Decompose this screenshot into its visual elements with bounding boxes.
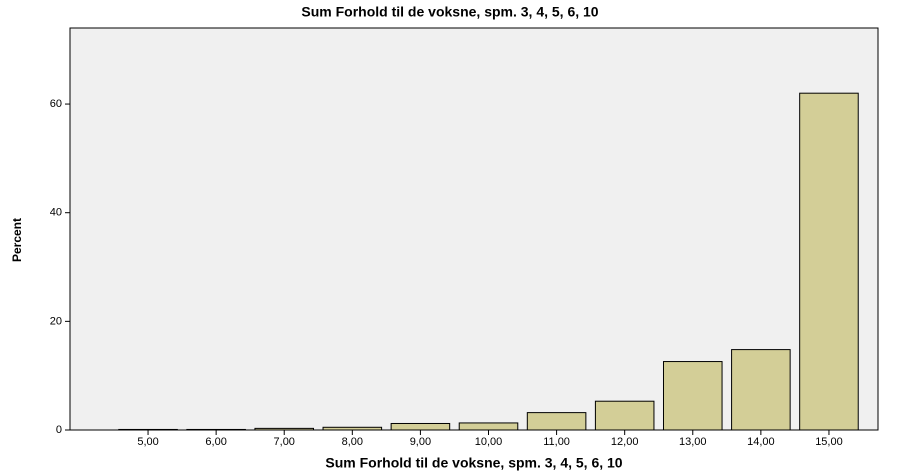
bar [390, 422, 451, 431]
x-tick-label: 7,00 [274, 436, 295, 448]
bar [731, 349, 791, 431]
bar [662, 361, 723, 431]
x-tick-label: 13,00 [679, 436, 707, 448]
x-tick-label: 8,00 [342, 436, 363, 448]
bar [458, 422, 519, 431]
x-tick-label: 14,00 [747, 436, 775, 448]
x-tick-label: 5,00 [137, 436, 158, 448]
x-tick-label: 11,00 [543, 436, 570, 448]
x-tick-label: 15,00 [815, 436, 843, 448]
bar [594, 400, 655, 431]
x-tick-label: 10,00 [475, 436, 503, 448]
bar [322, 426, 383, 431]
chart-title: Sum Forhold til de voksne, spm. 3, 4, 5,… [301, 4, 598, 20]
x-tick-label: 9,00 [410, 436, 431, 448]
y-tick-label: 0 [56, 424, 62, 436]
y-tick-label: 40 [50, 207, 62, 219]
y-axis-label: Percent [10, 218, 24, 262]
bar [254, 427, 315, 431]
bar [799, 92, 859, 431]
bar [526, 412, 587, 431]
y-tick-label: 20 [50, 315, 62, 327]
x-tick-label: 12,00 [611, 436, 639, 448]
x-axis-label: Sum Forhold til de voksne, spm. 3, 4, 5,… [325, 455, 622, 471]
bar [186, 428, 246, 431]
y-tick-label: 60 [50, 98, 62, 110]
bar [118, 428, 178, 431]
x-tick-label: 6,00 [205, 436, 226, 448]
